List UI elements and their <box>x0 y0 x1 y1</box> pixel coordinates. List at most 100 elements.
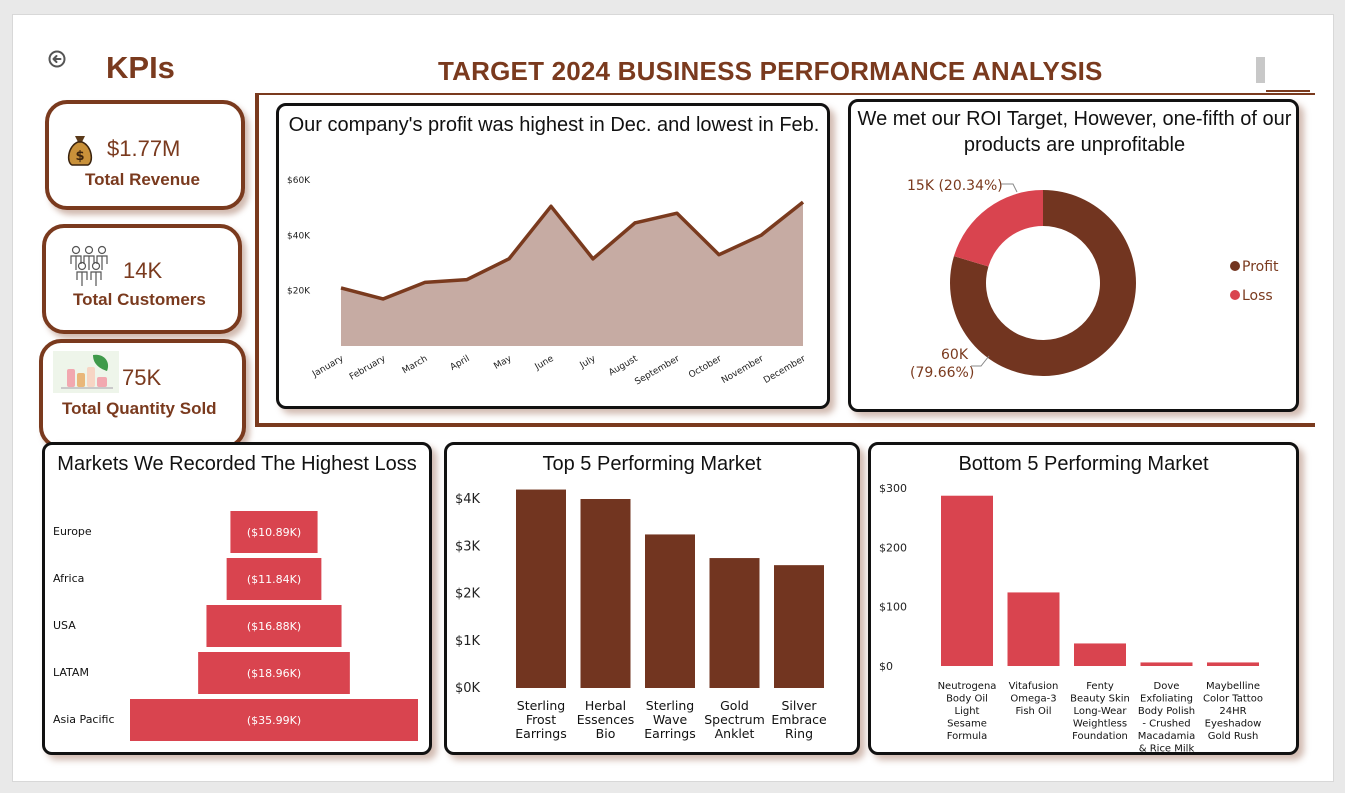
loss-funnel-chart: Europe ($10.89K) Africa ($11.84K) USA ($16.88… <box>53 511 418 741</box>
profit-series-line <box>340 200 805 301</box>
kpi-revenue-value: $1.77M <box>107 136 181 161</box>
kpi-card-revenue: $ $1.77M Total Revenue <box>45 100 245 210</box>
bottom5-bar-5 <box>1207 662 1259 666</box>
profit-x-tick-label: April <box>449 354 472 373</box>
bottom5-x-label: - Crushed <box>1142 719 1190 730</box>
donut-loss-label: 15K (20.34%) <box>907 178 1003 194</box>
legend-marker-profit <box>1230 261 1240 271</box>
title-underline <box>1266 90 1310 92</box>
top5-x-label: Embrace <box>771 712 827 727</box>
bottom5-y-tick-label: $0 <box>879 660 893 673</box>
top5-bar-5 <box>774 565 824 688</box>
people-icon <box>70 245 108 286</box>
profit-y-tick-label: $40K <box>287 231 311 241</box>
top5-x-label: Sterling <box>646 698 694 713</box>
page-title: TARGET 2024 BUSINESS PERFORMANCE ANALYSI… <box>438 56 1103 86</box>
loss-value-label: ($16.88K) <box>247 620 301 633</box>
kpi-card-customers: 14K Total Customers <box>42 224 242 334</box>
bottom5-x-label: Light <box>955 706 980 717</box>
top5-x-label: Gold <box>720 698 749 713</box>
back-arrow-icon[interactable] <box>47 49 67 69</box>
top5-y-tick-label: $3K <box>455 539 481 554</box>
kpi-customers-value: 14K <box>123 258 163 283</box>
top5-x-label: Earrings <box>515 726 566 741</box>
kpi-revenue-label: Total Revenue <box>85 170 200 189</box>
bottom5-x-label: Maybelline <box>1206 681 1260 692</box>
donut-loss-leader <box>1001 183 1018 193</box>
profit-x-tick-label: January <box>310 354 346 381</box>
bottom5-x-label: Gold Rush <box>1208 731 1259 742</box>
profit-chart-panel: Our company's profit was highest in Dec.… <box>276 103 830 409</box>
profit-x-tick-label: March <box>401 354 430 376</box>
profit-area-chart: $60K $40K $20K January February March April May… <box>287 176 808 388</box>
legend-marker-loss <box>1230 290 1240 300</box>
top5-bar-chart: $4K$3K$2K$1K$0KSterlingFrostEarringsHerb… <box>455 489 827 741</box>
bottom5-x-label: Fenty <box>1086 681 1114 692</box>
top5-x-label: Wave <box>653 712 688 727</box>
bottom5-x-label: & Rice Milk <box>1139 744 1195 753</box>
profit-x-tick-label: July <box>578 354 598 372</box>
roi-donut-chart: 15K (20.34%) 60K (79.66%) Profit Loss <box>907 178 1279 381</box>
loss-category-label: Africa <box>53 572 84 585</box>
roi-chart-panel: We met our ROI Target, However, one-fift… <box>848 99 1299 412</box>
loss-chart-title: Markets We Recorded The Highest Loss <box>57 453 417 475</box>
top5-y-tick-label: $2K <box>455 587 481 602</box>
profit-x-tick-label: September <box>633 354 681 388</box>
top5-chart-title: Top 5 Performing Market <box>542 453 762 475</box>
bottom5-chart-panel: Bottom 5 Performing Market $300 $200 $100 $… <box>868 442 1299 755</box>
top5-bar-1 <box>516 489 566 688</box>
loss-value-label: ($35.99K) <box>247 714 301 727</box>
profit-area-fill <box>341 202 803 346</box>
top5-x-label: Ring <box>785 726 813 741</box>
top5-x-label: Bio <box>596 726 616 741</box>
top5-x-label: Anklet <box>715 726 755 741</box>
loss-category-label: USA <box>53 619 76 632</box>
loss-bar-europe <box>230 511 318 553</box>
products-icon <box>53 351 119 393</box>
bottom5-x-label: Exfoliating <box>1140 694 1193 705</box>
top5-x-label: Sterling <box>517 698 565 713</box>
bottom5-bar-3 <box>1074 643 1126 666</box>
bottom5-x-label: Body Polish <box>1138 706 1195 717</box>
profit-x-tick-label: October <box>687 354 723 381</box>
loss-category-label: Europe <box>53 525 92 538</box>
top-charts-frame <box>255 93 1315 427</box>
bottom5-x-label: Formula <box>947 731 987 742</box>
bottom5-bar-4 <box>1140 662 1193 666</box>
bottom5-x-label: Color Tattoo <box>1203 694 1263 705</box>
bottom5-x-label: Long-Wear <box>1073 706 1127 717</box>
donut-profit-leader <box>971 355 990 367</box>
loss-value-label: ($11.84K) <box>247 573 301 586</box>
profit-y-tick-label: $60K <box>287 176 311 186</box>
top5-x-label: Earrings <box>644 726 695 741</box>
bottom5-x-label: Omega-3 <box>1010 694 1056 705</box>
loss-value-label: ($18.96K) <box>247 667 301 680</box>
top5-y-tick-label: $4K <box>455 492 481 507</box>
loss-value-label: ($10.89K) <box>247 526 301 539</box>
bottom5-x-label: Dove <box>1154 681 1180 692</box>
loss-bar-africa <box>226 558 322 600</box>
donut-profit-label-value: 60K <box>941 347 969 363</box>
loss-bar-latam <box>198 652 350 694</box>
legend-label-loss: Loss <box>1242 288 1273 304</box>
loss-chart-panel: Markets We Recorded The Highest Loss Eur… <box>42 442 432 755</box>
profit-y-tick-label: $20K <box>287 287 311 297</box>
profit-x-tick-label: August <box>607 354 640 379</box>
loss-category-label: Asia Pacific <box>53 713 115 726</box>
donut-slice-loss <box>953 190 1043 267</box>
bottom5-y-tick-label: $100 <box>879 601 907 614</box>
bottom5-x-label: Foundation <box>1072 731 1128 742</box>
kpi-customers-label: Total Customers <box>73 290 206 309</box>
svg-text:$: $ <box>75 149 84 164</box>
top5-y-tick-label: $1K <box>455 634 481 649</box>
scroll-indicator <box>1256 57 1265 83</box>
top5-x-label: Silver <box>781 698 817 713</box>
top5-x-label: Spectrum <box>704 712 765 727</box>
kpi-quantity-label: Total Quantity Sold <box>62 399 217 418</box>
top5-y-tick-label: $0K <box>455 681 481 696</box>
loss-bar-usa <box>206 605 342 647</box>
bottom5-x-label: Neutrogena <box>938 681 997 692</box>
donut-profit-label-percent: (79.66%) <box>910 365 974 381</box>
top5-chart-panel: Top 5 Performing Market $4K $3K $2K $1K $0K S… <box>444 442 860 755</box>
bottom5-y-tick-label: $200 <box>879 541 907 554</box>
